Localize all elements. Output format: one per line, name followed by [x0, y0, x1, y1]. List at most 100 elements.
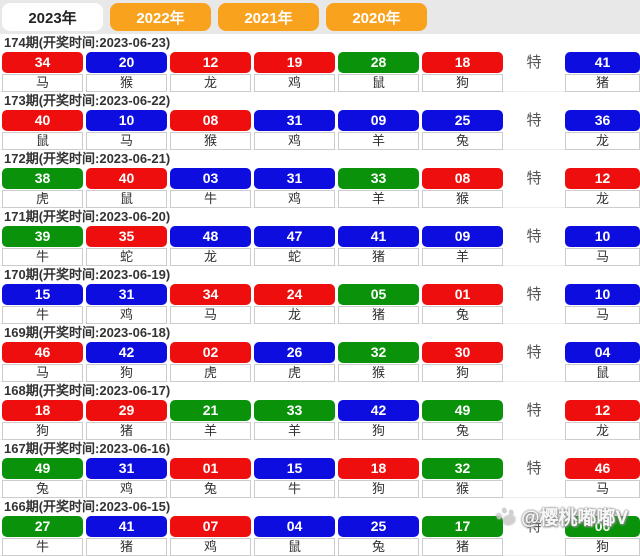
- ball-number: 40: [2, 110, 83, 131]
- ball-list: 38 虎 40 鼠 03 牛 31 鸡 33 羊 08 猴 特 12 龙: [2, 168, 640, 208]
- ball-animal: 狗: [86, 364, 167, 382]
- ball: 40 鼠: [86, 168, 167, 208]
- ball-number: 34: [2, 52, 83, 73]
- ball-animal: 虎: [170, 364, 251, 382]
- ball-number: 34: [170, 284, 251, 305]
- ball-animal: 牛: [2, 538, 83, 556]
- ball: 40 鼠: [2, 110, 83, 150]
- ball-animal: 猪: [86, 422, 167, 440]
- ball-number: 36: [565, 110, 640, 131]
- ball: 03 牛: [170, 168, 251, 208]
- draw-header: 173期(开奖时间:2023-06-22): [4, 93, 171, 108]
- ball: 02 虎: [170, 342, 251, 382]
- tab-year-2020[interactable]: 2020年: [326, 3, 427, 31]
- draw-header: 169期(开奖时间:2023-06-18): [4, 325, 171, 340]
- ball-number: 39: [2, 226, 83, 247]
- ball-animal: 狗: [422, 364, 503, 382]
- special-ball: 06 狗: [565, 516, 640, 556]
- draw-row: 166期(开奖时间:2023-06-15) 27 牛 41 猪 07 鸡 04 鼠 25 兔 17 猪特…: [0, 498, 640, 556]
- ball: 15 牛: [2, 284, 83, 324]
- ball: 33 羊: [254, 400, 335, 440]
- ball-animal: 龙: [254, 306, 335, 324]
- ball-animal: 蛇: [86, 248, 167, 266]
- ball: 39 牛: [2, 226, 83, 266]
- special-ball: 10 马: [565, 284, 640, 324]
- special-label: 特: [526, 286, 542, 303]
- ball: 18 狗: [2, 400, 83, 440]
- ball: 42 狗: [86, 342, 167, 382]
- ball-list: 15 牛 31 鸡 34 马 24 龙 05 猪 01 兔特 10 马: [2, 284, 640, 324]
- ball: 47 蛇: [254, 226, 335, 266]
- draw-row: 174期(开奖时间:2023-06-23) 34 马 20 猴 12 龙 19 鸡 28 鼠 18 狗 特…: [0, 34, 640, 92]
- ball-animal: 狗: [565, 538, 640, 556]
- ball: 20 猴: [86, 52, 167, 92]
- ball-number: 21: [170, 400, 251, 421]
- draw-row: 169期(开奖时间:2023-06-18) 46 马 42 狗 02 虎 26 虎 32 猴 30 狗特…: [0, 324, 640, 382]
- ball-number: 10: [565, 226, 640, 247]
- tab-year-2021[interactable]: 2021年: [218, 3, 319, 31]
- ball-number: 26: [254, 342, 335, 363]
- ball-number: 41: [565, 52, 640, 73]
- ball-animal: 猴: [338, 364, 419, 382]
- ball: 41 猪: [338, 226, 419, 266]
- special-ball: 10 马: [565, 226, 640, 266]
- special-ball: 12 龙: [565, 168, 640, 208]
- ball: 18 狗: [422, 52, 503, 92]
- ball-number: 17: [422, 516, 503, 537]
- ball-number: 12: [565, 168, 640, 189]
- ball: 04 鼠: [254, 516, 335, 556]
- ball-number: 33: [254, 400, 335, 421]
- special-label: 特: [526, 170, 542, 187]
- ball-number: 12: [170, 52, 251, 73]
- ball-number: 25: [338, 516, 419, 537]
- ball: 32 猴: [422, 458, 503, 498]
- ball-animal: 龙: [170, 248, 251, 266]
- ball-number: 42: [86, 342, 167, 363]
- ball-animal: 龙: [565, 422, 640, 440]
- special-label: 特: [526, 402, 542, 419]
- ball-number: 25: [422, 110, 503, 131]
- special-ball: 46 马: [565, 458, 640, 498]
- ball-number: 49: [422, 400, 503, 421]
- ball-number: 08: [170, 110, 251, 131]
- ball-list: 46 马 42 狗 02 虎 26 虎 32 猴 30 狗特 04 鼠: [2, 342, 640, 382]
- special-label: 特: [526, 344, 542, 361]
- ball-animal: 狗: [338, 480, 419, 498]
- ball-number: 04: [254, 516, 335, 537]
- ball: 09 羊: [422, 226, 503, 266]
- ball-animal: 虎: [2, 190, 83, 208]
- ball-number: 02: [170, 342, 251, 363]
- ball-number: 41: [86, 516, 167, 537]
- ball-number: 15: [2, 284, 83, 305]
- ball: 41 猪: [86, 516, 167, 556]
- ball-number: 40: [86, 168, 167, 189]
- ball: 01 兔: [422, 284, 503, 324]
- ball-number: 49: [2, 458, 83, 479]
- ball-number: 31: [86, 458, 167, 479]
- ball-number: 18: [422, 52, 503, 73]
- ball-animal: 猴: [86, 74, 167, 92]
- draw-header: 166期(开奖时间:2023-06-15): [4, 499, 171, 514]
- ball-animal: 鸡: [86, 480, 167, 498]
- ball-animal: 鼠: [338, 74, 419, 92]
- ball-list: 40 鼠 10 马 08 猴 31 鸡 09 羊 25 兔 特 36 龙: [2, 110, 640, 150]
- ball: 48 龙: [170, 226, 251, 266]
- ball-number: 18: [338, 458, 419, 479]
- ball-number: 28: [338, 52, 419, 73]
- ball-number: 09: [422, 226, 503, 247]
- draw-header: 172期(开奖时间:2023-06-21): [4, 151, 171, 166]
- tab-year-2023[interactable]: 2023年: [2, 3, 103, 31]
- ball: 34 马: [170, 284, 251, 324]
- ball-animal: 鸡: [86, 306, 167, 324]
- ball-number: 12: [565, 400, 640, 421]
- tab-year-2022[interactable]: 2022年: [110, 3, 211, 31]
- ball-animal: 猪: [338, 306, 419, 324]
- ball-animal: 鼠: [254, 538, 335, 556]
- ball-animal: 羊: [338, 190, 419, 208]
- ball-animal: 猴: [422, 480, 503, 498]
- ball-number: 41: [338, 226, 419, 247]
- ball: 19 鸡: [254, 52, 335, 92]
- ball-animal: 兔: [170, 480, 251, 498]
- ball-animal: 鸡: [254, 132, 335, 150]
- ball-number: 46: [2, 342, 83, 363]
